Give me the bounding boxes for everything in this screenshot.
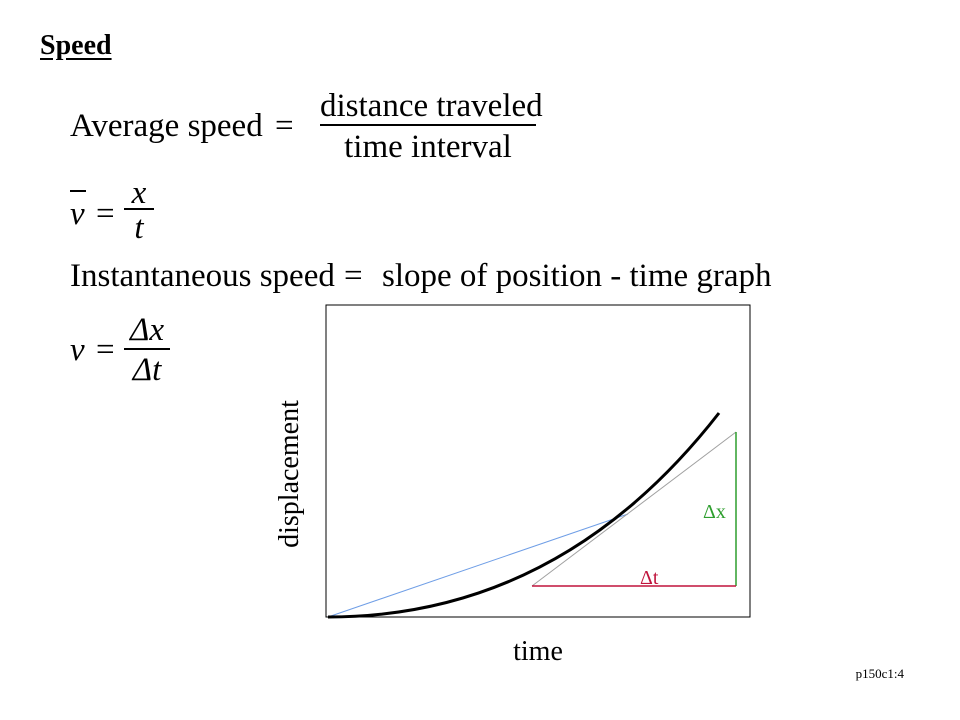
average-speed-label: Average speed bbox=[70, 108, 263, 144]
average-denominator: time interval bbox=[344, 129, 512, 165]
v-bar-symbol: v bbox=[70, 196, 85, 232]
dt-denominator: Δt bbox=[132, 352, 162, 388]
instantaneous-speed-label: Instantaneous speed bbox=[70, 258, 335, 294]
average-equals-sign: = bbox=[275, 108, 294, 144]
graph-frame bbox=[325, 304, 751, 618]
instantaneous-symbolic-equals-sign: = bbox=[96, 332, 115, 368]
dx-numerator: Δx bbox=[129, 312, 164, 348]
slide-title: Speed bbox=[40, 30, 112, 61]
instantaneous-speed-equation: Instantaneous speed = slope of position … bbox=[70, 258, 772, 298]
instantaneous-speed-definition: slope of position - time graph bbox=[382, 258, 772, 294]
delta-t-label: Δt bbox=[640, 567, 659, 589]
position-curve bbox=[327, 412, 721, 619]
average-numerator: distance traveled bbox=[320, 88, 543, 124]
average-speed-equation: Average speed = distance traveled time i… bbox=[70, 88, 550, 168]
dx-over-dt-fraction-bar bbox=[124, 348, 170, 350]
delta-x-label: Δx bbox=[703, 501, 726, 523]
instantaneous-speed-symbolic-equation: v = Δx Δt bbox=[70, 312, 190, 392]
average-fraction: distance traveled time interval bbox=[320, 88, 543, 165]
tangent-line bbox=[531, 431, 737, 587]
x-over-t-fraction-bar bbox=[124, 208, 154, 210]
instantaneous-equals-sign: = bbox=[344, 258, 363, 294]
v-bar-symbol-wrap: v bbox=[70, 190, 86, 233]
y-axis-label: displacement bbox=[274, 400, 305, 548]
average-symbolic-equals-sign: = bbox=[96, 196, 115, 232]
x-axis-label: time bbox=[513, 636, 563, 667]
average-fraction-bar bbox=[320, 124, 536, 126]
v-symbol: v bbox=[70, 332, 85, 368]
x-numerator: x bbox=[131, 175, 147, 211]
slide-footer: p150c1:4 bbox=[855, 666, 904, 681]
secant-line bbox=[327, 513, 629, 618]
x-over-t-fraction: x t bbox=[124, 175, 154, 246]
average-speed-symbolic-equation: v = x t bbox=[70, 175, 170, 248]
dx-over-dt-fraction: Δx Δt bbox=[124, 312, 170, 388]
t-denominator: t bbox=[134, 210, 144, 246]
v-bar-overline bbox=[70, 190, 86, 192]
